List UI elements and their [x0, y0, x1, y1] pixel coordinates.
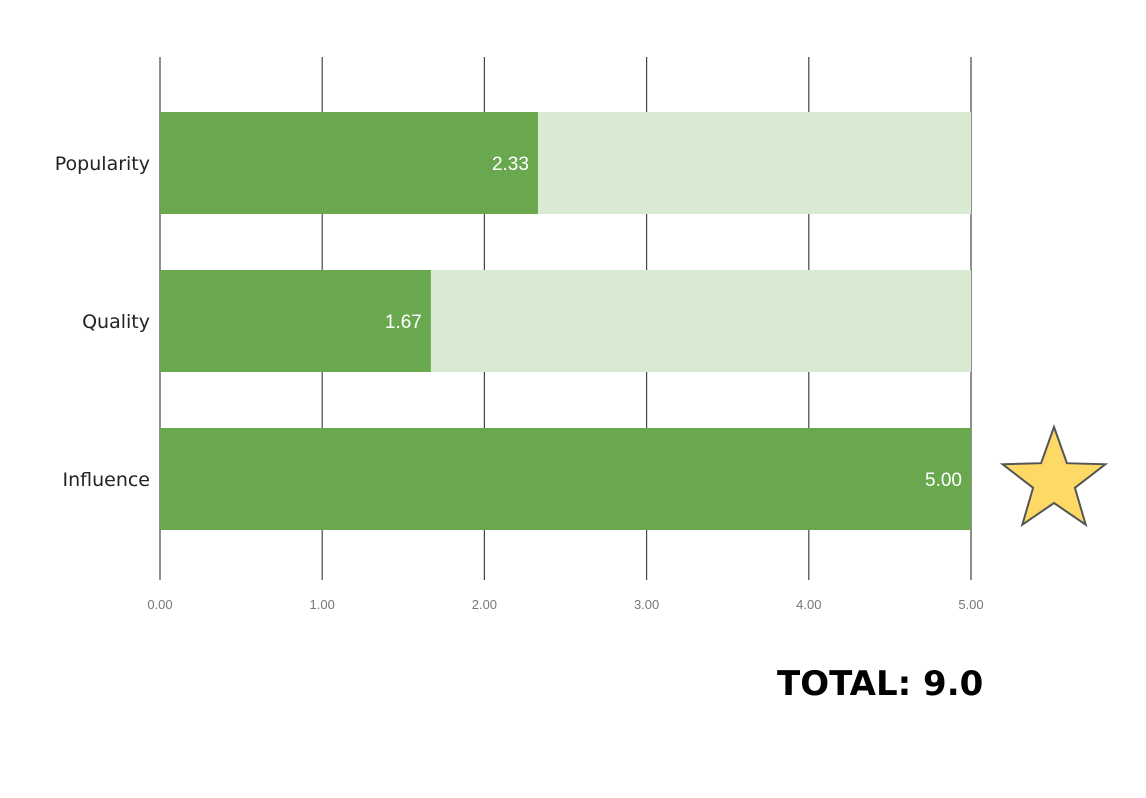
bar: [160, 112, 538, 214]
bar: [160, 270, 431, 372]
x-tick-label: 0.00: [147, 597, 172, 612]
category-label: Influence: [62, 469, 150, 491]
star-icon: [999, 424, 1109, 528]
category-label: Quality: [82, 311, 150, 333]
x-tick-label: 3.00: [634, 597, 659, 612]
x-tick-label: 4.00: [796, 597, 821, 612]
bar: [160, 428, 971, 530]
x-tick-label: 1.00: [310, 597, 335, 612]
category-label: Popularity: [55, 153, 150, 175]
x-tick-label: 2.00: [472, 597, 497, 612]
total-label: TOTAL: 9.0: [777, 664, 984, 704]
data-label: 5.00: [925, 470, 962, 491]
data-label: 1.67: [385, 312, 422, 333]
x-tick-label: 5.00: [958, 597, 983, 612]
data-label: 2.33: [492, 154, 529, 175]
